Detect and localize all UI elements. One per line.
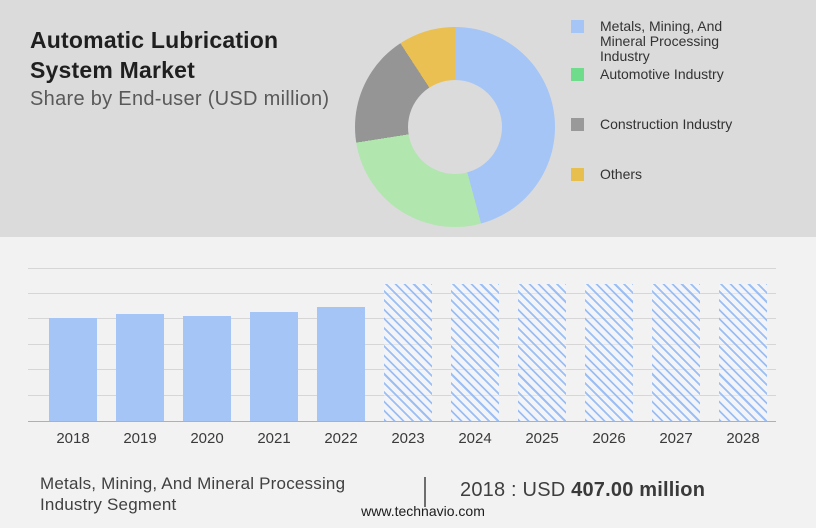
x-axis-label-2023: 2023	[391, 430, 425, 447]
x-axis-label-2019: 2019	[123, 430, 157, 447]
bar-2024	[451, 283, 499, 421]
legend-item-metals-mining: Metals, Mining, And Mineral Processing I…	[571, 19, 758, 64]
x-axis-label-2021: 2021	[257, 430, 291, 447]
divider-pipe	[424, 477, 426, 507]
legend-label: Construction Industry	[600, 116, 733, 132]
legend-item-automotive: Automotive Industry	[571, 67, 758, 82]
x-axis-label-2028: 2028	[726, 430, 760, 447]
bar-2026	[585, 283, 633, 421]
page-subtitle: Share by End-user (USD million)	[30, 88, 330, 110]
legend-swatch-blue	[571, 20, 584, 33]
x-axis-label-2024: 2024	[458, 430, 492, 447]
bar-2023	[384, 283, 432, 421]
value-prefix: 2018 : USD	[460, 479, 572, 501]
x-axis-label-2026: 2026	[592, 430, 626, 447]
bar-2018	[49, 317, 97, 421]
donut-chart-hole	[408, 80, 502, 174]
bar-2019	[116, 313, 164, 421]
x-axis-label-2018: 2018	[56, 430, 90, 447]
value-amount: 407.00 million	[571, 479, 706, 501]
legend-label: Metals, Mining, And Mineral Processing I…	[600, 18, 723, 64]
segment-label-line1: Metals, Mining, And Mineral Processing	[40, 474, 346, 493]
legend-swatch-gray	[571, 118, 584, 131]
legend-item-others: Others	[571, 167, 758, 182]
legend-swatch-green	[571, 68, 584, 81]
bar-2025	[518, 283, 566, 421]
segment-label-line2: Industry Segment	[40, 495, 177, 514]
bar-2021	[250, 311, 298, 421]
x-axis-labels: 2018 2019 2020 2021 2022 2023 2024 2025 2026 2027…	[28, 430, 776, 448]
gridline-600	[28, 267, 776, 269]
website-text: www.technavio.com	[361, 503, 485, 519]
x-axis-label-2022: 2022	[324, 430, 358, 447]
legend-swatch-yellow	[571, 168, 584, 181]
x-axis-label-2027: 2027	[659, 430, 693, 447]
bar-chart	[28, 257, 776, 422]
page-title: Automatic Lubrication System Market	[30, 27, 279, 83]
x-axis-label-2025: 2025	[525, 430, 559, 447]
bar-2020	[183, 316, 231, 421]
x-axis-label-2020: 2020	[190, 430, 224, 447]
value-callout: 2018 : USD 407.00 million	[460, 479, 705, 502]
legend-label: Others	[600, 166, 643, 182]
bar-2028	[719, 283, 767, 421]
bar-2022	[317, 306, 365, 421]
legend-item-construction: Construction Industry	[571, 117, 758, 132]
legend-label: Automotive Industry	[600, 66, 724, 82]
segment-label: Metals, Mining, And Mineral Processing I…	[40, 473, 390, 515]
bar-2027	[652, 283, 700, 421]
